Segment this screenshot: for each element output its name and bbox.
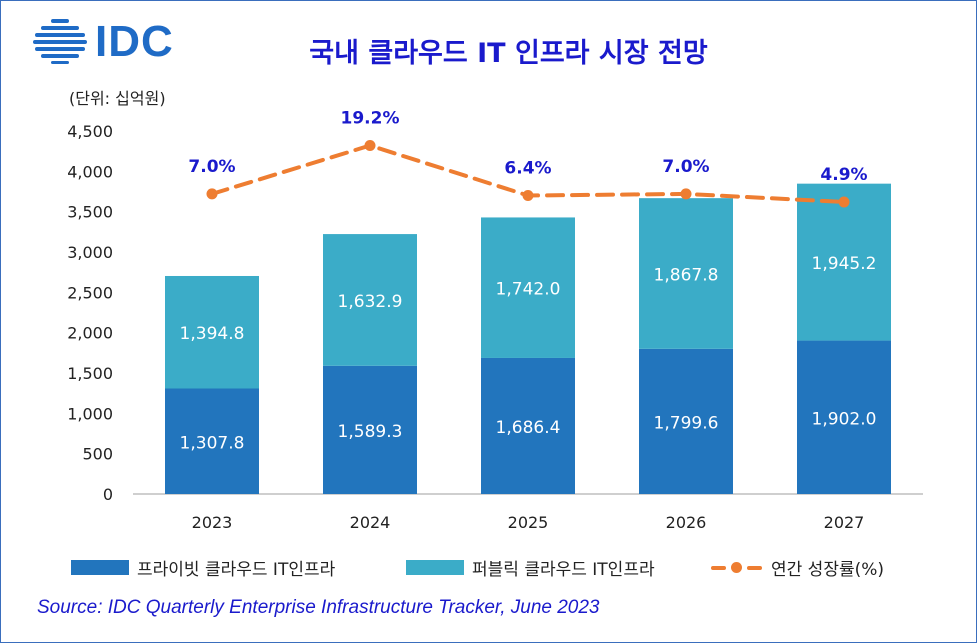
legend-label-growth: 연간 성장률(%) <box>771 560 885 580</box>
growth-label: 19.2% <box>341 109 400 129</box>
y-tick-label: 1,000 <box>67 404 113 423</box>
data-label-public: 1,742.0 <box>496 280 561 300</box>
data-label-private: 1,902.0 <box>812 409 877 429</box>
legend-item-public: 퍼블릭 클라우드 IT인프라 <box>406 555 655 580</box>
data-label-private: 1,799.6 <box>654 413 719 433</box>
data-label-private: 1,589.3 <box>338 422 403 442</box>
bar-public <box>165 275 259 389</box>
legend-label-private: 프라이빗 클라우드 IT인프라 <box>137 560 336 580</box>
growth-point <box>364 140 376 152</box>
y-tick-label: 1,500 <box>67 364 113 383</box>
data-label-private: 1,307.8 <box>180 433 245 453</box>
idc-logo: IDC <box>29 15 189 67</box>
legend-swatch-private <box>71 560 129 575</box>
growth-point <box>522 190 534 202</box>
unit-label: (단위: 십억원) <box>69 89 166 108</box>
data-label-public: 1,632.9 <box>338 292 403 312</box>
growth-point <box>680 188 692 200</box>
logo-text: IDC <box>95 17 174 66</box>
growth-label: 7.0% <box>188 157 235 177</box>
y-tick-label: 4,000 <box>67 162 113 181</box>
chart-title: 국내 클라우드 IT 인프라 시장 전망 <box>309 38 708 69</box>
legend-swatch-growth <box>711 560 763 575</box>
legend: 프라이빗 클라우드 IT인프라 퍼블릭 클라우드 IT인프라 연간 성장률(%) <box>1 555 976 581</box>
growth-point <box>206 188 218 200</box>
data-label-public: 1,867.8 <box>654 265 719 285</box>
y-tick-label: 4,500 <box>67 122 113 141</box>
y-tick-label: 3,500 <box>67 203 113 222</box>
y-tick-label: 0 <box>103 485 113 504</box>
x-tick-label: 2027 <box>824 513 865 532</box>
bar-private <box>639 348 733 494</box>
growth-label: 7.0% <box>662 157 709 177</box>
data-label-public: 1,394.8 <box>180 324 245 344</box>
data-label-private: 1,686.4 <box>496 418 561 438</box>
bar-public <box>481 217 575 358</box>
growth-label: 4.9% <box>820 165 867 185</box>
bar-private <box>323 365 417 494</box>
legend-item-growth: 연간 성장률(%) <box>711 555 884 580</box>
legend-swatch-public <box>406 560 464 575</box>
y-tick-label: 2,500 <box>67 283 113 302</box>
y-tick-label: 500 <box>82 445 113 464</box>
bar-private <box>481 357 575 494</box>
data-label-public: 1,945.2 <box>812 254 877 274</box>
legend-item-private: 프라이빗 클라우드 IT인프라 <box>71 555 335 580</box>
growth-label: 6.4% <box>504 159 551 179</box>
y-tick-label: 2,000 <box>67 324 113 343</box>
y-tick-label: 3,000 <box>67 243 113 262</box>
source-note: Source: IDC Quarterly Enterprise Infrast… <box>37 597 600 618</box>
bar-private <box>165 388 259 494</box>
bar-public <box>323 234 417 366</box>
legend-label-public: 퍼블릭 클라우드 IT인프라 <box>472 560 655 580</box>
bar-private <box>797 340 891 494</box>
bar-public <box>639 198 733 349</box>
x-tick-label: 2023 <box>192 513 233 532</box>
growth-point <box>838 196 850 208</box>
x-tick-label: 2026 <box>666 513 707 532</box>
globe-icon <box>33 19 87 64</box>
bar-public <box>797 183 891 341</box>
x-tick-label: 2024 <box>350 513 391 532</box>
plot-area: 0 500 1,000 1,500 2,000 2,500 3,000 3,500 4,000 4… <box>67 109 923 532</box>
x-tick-label: 2025 <box>508 513 549 532</box>
